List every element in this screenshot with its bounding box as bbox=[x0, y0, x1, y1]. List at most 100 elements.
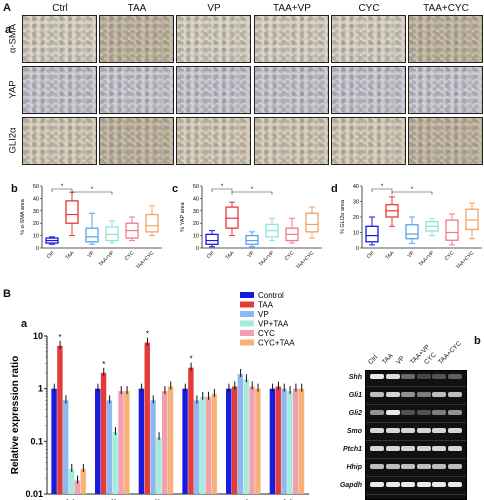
gel-band bbox=[447, 428, 462, 433]
stain-image-0-3 bbox=[254, 15, 329, 63]
bar-Gli1-TAA bbox=[100, 372, 107, 494]
gel-gene-2: Gli2 bbox=[348, 410, 362, 417]
ytick-label: 0 bbox=[196, 246, 199, 252]
stain-image-0-4 bbox=[331, 15, 406, 63]
gel-band bbox=[432, 392, 446, 397]
gel-band bbox=[401, 374, 415, 379]
ytick-label: 40 bbox=[353, 184, 359, 190]
panel-label-Bb: b bbox=[474, 335, 481, 347]
box bbox=[145, 213, 159, 233]
legend-swatch bbox=[240, 320, 254, 327]
ytick-label: 10 bbox=[33, 234, 39, 240]
stain-image-1-1 bbox=[99, 66, 174, 114]
box bbox=[105, 226, 119, 242]
gel-band bbox=[447, 464, 462, 469]
stain-image-2-3 bbox=[254, 117, 329, 165]
legend-label: VP+TAA bbox=[258, 320, 289, 329]
bar-Gli1-CYC bbox=[118, 391, 124, 494]
gel-band bbox=[401, 446, 415, 451]
stain-image-1-3 bbox=[254, 66, 329, 114]
box bbox=[225, 206, 239, 229]
legend-swatch bbox=[240, 301, 254, 308]
row-label-2: GLI2α bbox=[7, 127, 19, 154]
ytick-label: 40 bbox=[33, 196, 39, 202]
column-title-1: TAA bbox=[127, 3, 147, 14]
significance-star: * bbox=[61, 184, 64, 190]
gel-gene-6: Gapdh bbox=[339, 482, 362, 489]
legend-label: VP bbox=[258, 310, 269, 319]
gel-row-0 bbox=[366, 371, 466, 387]
gel-band bbox=[416, 428, 431, 433]
significance-star: * bbox=[146, 330, 149, 339]
stain-image-1-5 bbox=[408, 66, 483, 114]
legend-swatch bbox=[240, 292, 254, 298]
stain-image-2-5 bbox=[408, 117, 483, 165]
stain-image-1-2 bbox=[176, 66, 251, 114]
bar-Smo-Control bbox=[182, 388, 188, 494]
bar-Ptch1-Control bbox=[226, 388, 232, 494]
box bbox=[305, 212, 319, 233]
column-title-0: Ctrl bbox=[52, 3, 68, 14]
xtick-label: CYC bbox=[444, 250, 456, 262]
box bbox=[465, 208, 479, 231]
bar-Shh-VP bbox=[63, 400, 69, 494]
gel-row-2 bbox=[366, 407, 466, 423]
column-title-2: VP bbox=[207, 3, 221, 14]
bar-Smo-VP bbox=[194, 400, 200, 494]
gel-band bbox=[385, 374, 400, 379]
xtick-label: VP bbox=[246, 250, 255, 259]
gel-band bbox=[432, 464, 446, 469]
stain-image-2-2 bbox=[176, 117, 251, 165]
significance-bracket bbox=[391, 191, 433, 195]
legend-label: Control bbox=[258, 291, 284, 300]
gel-band bbox=[370, 446, 384, 451]
gel-band bbox=[432, 374, 446, 379]
bar-Hhip-CYC+TAA bbox=[298, 388, 305, 494]
ytick-label: 20 bbox=[193, 221, 199, 227]
xtick-label: Ctrl bbox=[46, 250, 56, 260]
bar-Hhip-CYC bbox=[292, 388, 299, 494]
gel-band bbox=[447, 410, 462, 415]
gel-band bbox=[432, 482, 446, 487]
gel-gene-3: Smo bbox=[346, 428, 362, 435]
significance-star: * bbox=[411, 187, 414, 193]
ytick-label: 10 bbox=[353, 231, 359, 237]
bar-Gli2-VP bbox=[150, 400, 156, 494]
panel-label-Ba: a bbox=[21, 318, 28, 330]
bar-Gli2-VP+TAA bbox=[156, 437, 162, 494]
bar-Ptch1-CYC bbox=[249, 386, 255, 494]
stain-image-2-4 bbox=[331, 117, 406, 165]
gel-band bbox=[370, 374, 384, 379]
xtick-label: TAA+CYC bbox=[455, 250, 476, 271]
ytick-label: 10 bbox=[193, 234, 199, 240]
bar-Shh-Control bbox=[51, 388, 57, 494]
box bbox=[245, 234, 259, 245]
panel-label-B: B bbox=[3, 288, 11, 300]
legend-swatch bbox=[240, 330, 254, 336]
bar-Shh-VP+TAA bbox=[68, 468, 75, 494]
gel-gene-5: Hhip bbox=[346, 464, 362, 471]
box-chart-ylabel: % α-SMA area bbox=[20, 198, 26, 235]
bar-Gli1-Control bbox=[95, 388, 101, 494]
box bbox=[405, 224, 419, 240]
significance-star: * bbox=[102, 360, 105, 369]
significance-star: * bbox=[251, 187, 254, 193]
bar-Smo-CYC+TAA bbox=[211, 393, 217, 494]
significance-star: * bbox=[190, 355, 193, 364]
panel-label-Aa: a bbox=[5, 24, 12, 36]
box-chart-ylabel: % GLI2α area bbox=[340, 199, 346, 234]
gel-row-5 bbox=[366, 461, 466, 477]
stain-image-1-0 bbox=[22, 66, 97, 114]
significance-star: * bbox=[221, 184, 224, 190]
bar-Smo-CYC bbox=[205, 396, 212, 494]
column-title-3: TAA+VP bbox=[273, 3, 311, 14]
bar-Gli2-CYC+TAA bbox=[167, 386, 174, 494]
significance-bracket bbox=[71, 191, 113, 195]
gel-row-1 bbox=[366, 389, 466, 405]
xtick-label: VP bbox=[406, 250, 415, 259]
xtick-label: TAA bbox=[65, 250, 76, 261]
panel-label-Ad: d bbox=[331, 183, 338, 195]
column-title-5: TAA+CYC bbox=[423, 3, 469, 14]
bar-Ptch1-TAA bbox=[231, 386, 238, 494]
bar-Gli1-VP bbox=[106, 400, 113, 494]
